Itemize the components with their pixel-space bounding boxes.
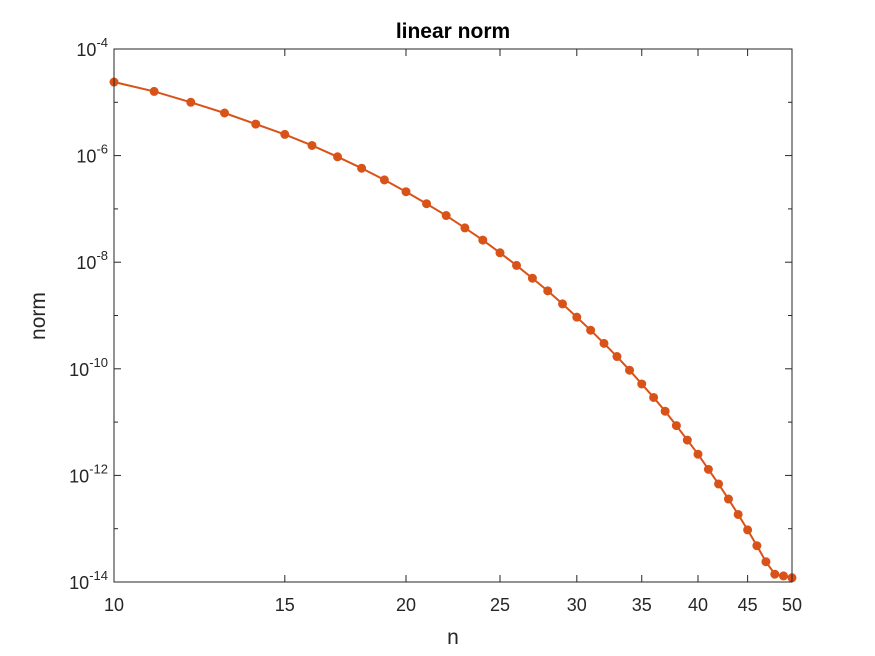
x-tick-label: 30 bbox=[567, 595, 587, 615]
y-tick-label: 10-14 bbox=[69, 568, 108, 593]
x-tick-label: 40 bbox=[688, 595, 708, 615]
data-point bbox=[558, 299, 568, 309]
y-tick-label: 10-6 bbox=[76, 142, 108, 167]
x-tick-label: 45 bbox=[738, 595, 758, 615]
data-point bbox=[441, 211, 451, 221]
data-point bbox=[357, 163, 367, 173]
data-point bbox=[460, 223, 470, 233]
data-point bbox=[543, 286, 553, 296]
data-point bbox=[512, 260, 522, 270]
data-point bbox=[649, 392, 659, 402]
data-point bbox=[693, 449, 703, 459]
y-tick-label: 10-10 bbox=[69, 355, 108, 380]
data-point bbox=[637, 379, 647, 389]
data-point bbox=[743, 525, 753, 535]
data-point bbox=[527, 273, 537, 283]
data-point bbox=[770, 569, 780, 579]
series-layer bbox=[109, 77, 797, 583]
data-point bbox=[307, 140, 317, 150]
data-point bbox=[733, 509, 743, 519]
x-axis-label: n bbox=[447, 626, 459, 649]
data-point bbox=[186, 97, 196, 107]
data-point bbox=[495, 248, 505, 258]
axes-box bbox=[113, 48, 793, 583]
data-point bbox=[149, 86, 159, 96]
x-tick-label: 20 bbox=[396, 595, 416, 615]
chart-title: linear norm bbox=[396, 20, 510, 43]
data-point bbox=[478, 235, 488, 245]
y-tick-label: 10-12 bbox=[69, 461, 108, 486]
y-tick-labels: 10-14 10-12 10-10 10-8 10-6 10-4 bbox=[69, 35, 108, 593]
y-tick-label: 10-4 bbox=[76, 35, 108, 60]
data-point bbox=[660, 406, 670, 416]
data-point bbox=[723, 494, 733, 504]
data-point bbox=[703, 464, 713, 474]
plot-area bbox=[114, 49, 792, 582]
x-tick-label: 25 bbox=[490, 595, 510, 615]
data-point bbox=[586, 325, 596, 335]
data-point bbox=[778, 571, 788, 581]
data-point bbox=[251, 119, 261, 129]
data-point bbox=[599, 338, 609, 348]
data-point bbox=[280, 129, 290, 139]
data-point bbox=[220, 108, 230, 118]
data-point bbox=[422, 199, 432, 209]
data-point bbox=[752, 541, 762, 551]
data-point bbox=[671, 421, 681, 431]
data-point bbox=[401, 187, 411, 197]
data-point bbox=[625, 365, 635, 375]
data-point bbox=[714, 479, 724, 489]
data-point bbox=[333, 152, 343, 162]
x-tick-label: 10 bbox=[104, 595, 124, 615]
x-tick-labels: 10 15 20 25 30 35 40 45 50 bbox=[104, 595, 802, 615]
y-axis-label: norm bbox=[27, 292, 50, 340]
data-point bbox=[612, 352, 622, 362]
y-tick-label: 10-8 bbox=[76, 248, 108, 273]
data-point bbox=[761, 557, 771, 567]
data-point bbox=[682, 435, 692, 445]
x-tick-label: 50 bbox=[782, 595, 802, 615]
x-tick-label: 15 bbox=[275, 595, 295, 615]
x-tick-label: 35 bbox=[632, 595, 652, 615]
data-point bbox=[572, 312, 582, 322]
data-point bbox=[379, 175, 389, 185]
